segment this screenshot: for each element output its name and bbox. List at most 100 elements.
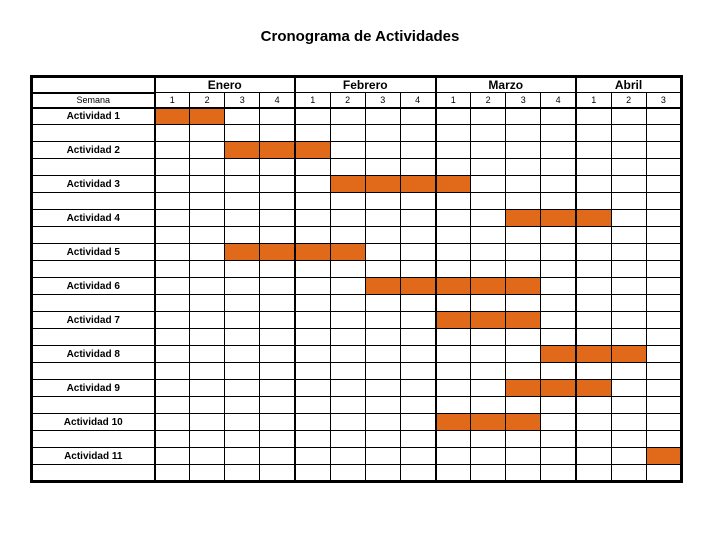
gantt-cell [189,379,226,397]
spacer-cell [610,362,647,380]
gantt-cell [434,141,472,159]
spacer-row [31,396,683,414]
spacer-cell [259,124,296,142]
gantt-cell [540,447,577,465]
spacer-cell [470,430,507,448]
spacer-cell [153,124,191,142]
spacer-cell [574,226,612,244]
gantt-cell [293,413,331,431]
spacer-cell [434,294,472,312]
gantt-cell [189,175,226,193]
spacer-cell [505,294,542,312]
spacer-cell [645,464,683,482]
week-header-marzo-4: 4 [540,92,577,109]
spacer-cell [224,192,261,210]
spacer-cell [574,430,612,448]
gantt-cell [364,379,401,397]
gantt-cell [399,379,437,397]
spacer-cell [153,328,191,346]
spacer-cell [224,294,261,312]
spacer-cell [224,396,261,414]
spacer-cell [434,260,472,278]
gantt-cell [224,311,261,329]
gantt-bar-cell [470,413,507,431]
gantt-cell [293,447,331,465]
gantt-cell [329,311,366,329]
gantt-cell [645,141,683,159]
gantt-cell [540,277,577,295]
spacer-cell [505,396,542,414]
page-title: Cronograma de Actividades [260,28,460,45]
spacer-cell [399,396,437,414]
spacer-cell [470,362,507,380]
week-header-febrero-4: 4 [399,92,437,109]
spacer-row [31,260,683,278]
gantt-cell [540,107,577,125]
gantt-bar-cell [574,379,612,397]
spacer-cell [540,396,577,414]
spacer-cell [259,192,296,210]
spacer-cell [399,124,437,142]
gantt-cell [399,107,437,125]
gantt-cell [470,107,507,125]
spacer-cell [364,158,401,176]
gantt-cell [153,175,191,193]
gantt-cell [224,107,261,125]
gantt-cell [434,209,472,227]
spacer-cell [610,158,647,176]
gantt-cell [293,311,331,329]
spacer-cell [293,192,331,210]
spacer-cell [645,226,683,244]
spacer-cell [610,464,647,482]
month-header-enero: Enero [153,76,296,93]
gantt-cell [645,175,683,193]
gantt-cell [153,311,191,329]
spacer-cell [224,362,261,380]
spacer-cell [189,158,226,176]
gantt-bar-cell [259,141,296,159]
gantt-bar-cell [153,107,191,125]
gantt-bar-cell [434,175,472,193]
spacer-label-cell [31,464,156,482]
month-header-marzo: Marzo [434,76,577,93]
gantt-cell [364,107,401,125]
spacer-cell [153,430,191,448]
gantt-bar-cell [293,141,331,159]
week-header-enero-4: 4 [259,92,296,109]
gantt-bar-cell [505,277,542,295]
activity-label: Actividad 5 [31,243,156,261]
week-header-febrero-1: 1 [293,92,331,109]
gantt-cell [610,277,647,295]
gantt-cell [364,209,401,227]
spacer-cell [189,124,226,142]
spacer-cell [329,430,366,448]
activity-row: Actividad 7 [31,311,683,329]
gantt-cell [540,175,577,193]
spacer-cell [364,362,401,380]
week-header-febrero-3: 3 [364,92,401,109]
gantt-bar-cell [329,175,366,193]
activity-label: Actividad 8 [31,345,156,363]
spacer-cell [364,260,401,278]
gantt-cell [574,107,612,125]
spacer-cell [329,464,366,482]
gantt-cell [645,413,683,431]
spacer-cell [259,430,296,448]
activity-label: Actividad 1 [31,107,156,125]
spacer-cell [540,226,577,244]
gantt-bar-cell [224,243,261,261]
spacer-cell [399,464,437,482]
spacer-label-cell [31,158,156,176]
gantt-cell [574,447,612,465]
activity-label: Actividad 7 [31,311,156,329]
gantt-bar-cell [434,413,472,431]
gantt-bar-cell [610,345,647,363]
spacer-cell [434,124,472,142]
spacer-cell [645,430,683,448]
spacer-cell [540,294,577,312]
spacer-cell [610,396,647,414]
gantt-cell [610,141,647,159]
gantt-bar-cell [505,379,542,397]
spacer-cell [329,328,366,346]
gantt-cell [189,277,226,295]
